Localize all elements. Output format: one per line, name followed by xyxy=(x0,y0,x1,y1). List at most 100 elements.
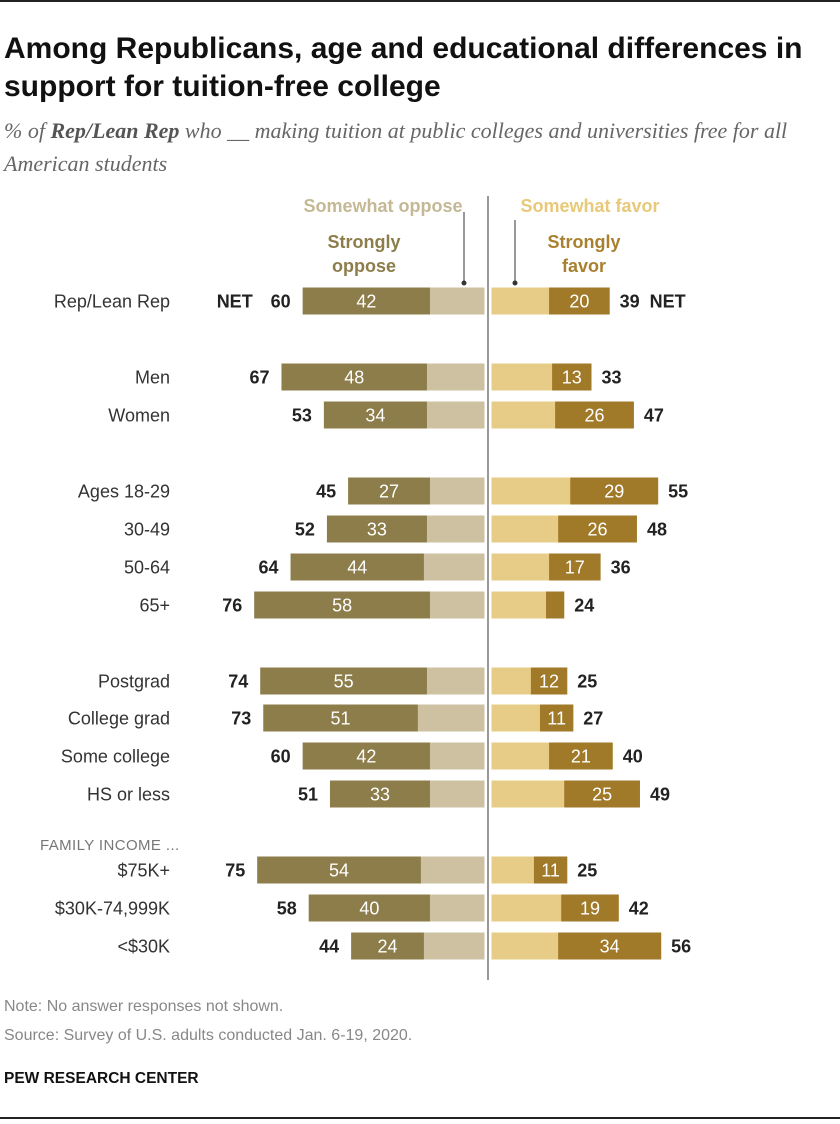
legend: Somewhat oppose Somewhat favor Strongly … xyxy=(303,196,660,286)
net-oppose-value: 73 xyxy=(231,709,251,729)
legend-strongly-favor-line1: Strongly xyxy=(547,232,620,252)
strongly-oppose-value: 33 xyxy=(370,785,390,805)
row-label: Men xyxy=(135,368,170,388)
bar-row: Women 34 26 53 47 xyxy=(108,401,664,429)
net-oppose-value: 52 xyxy=(295,520,315,540)
strongly-favor-bar xyxy=(549,287,610,315)
strongly-oppose-bar xyxy=(254,591,430,619)
bar-row: $30K-74,999K 40 19 58 42 xyxy=(55,894,649,922)
strongly-favor-bar xyxy=(564,780,640,808)
row-label: 50-64 xyxy=(124,558,170,578)
bar-row: Ages 18-29 27 29 45 55 xyxy=(78,477,688,505)
strongly-oppose-bar xyxy=(260,667,427,695)
chart-source: Source: Survey of U.S. adults conducted … xyxy=(4,1027,413,1044)
strongly-oppose-bar xyxy=(281,363,427,391)
net-oppose-value: 44 xyxy=(319,937,339,957)
net-oppose-value: 53 xyxy=(292,406,312,426)
chart-subtitle: % of Rep/Lean Rep who __ making tuition … xyxy=(4,114,834,180)
net-favor-value: 49 xyxy=(650,785,670,805)
strongly-favor-bar xyxy=(533,856,568,884)
row-label: College grad xyxy=(68,709,170,729)
net-favor-value: 25 xyxy=(577,672,597,692)
net-favor-value: 25 xyxy=(577,861,597,881)
strongly-oppose-bar xyxy=(302,742,430,770)
strongly-favor-value: 11 xyxy=(541,861,560,881)
strongly-favor-value: 20 xyxy=(569,292,589,312)
strongly-favor-value: 25 xyxy=(592,785,612,805)
chart-note: Note: No answer responses not shown. xyxy=(4,998,284,1015)
net-oppose-value: 76 xyxy=(222,596,242,616)
row-label: $30K-74,999K xyxy=(55,899,170,919)
legend-strongly-oppose-line1: Strongly xyxy=(327,232,400,252)
subtitle-pre: % of xyxy=(4,118,51,143)
net-favor-value: 40 xyxy=(623,747,643,767)
strongly-oppose-value: 40 xyxy=(359,899,379,919)
strongly-favor-value: 29 xyxy=(604,482,624,502)
row-label: 65+ xyxy=(139,596,170,616)
net-oppose-value: 67 xyxy=(249,368,269,388)
strongly-favor-value: 13 xyxy=(562,368,582,388)
bar-row: Rep/Lean Rep 42 20 60 39 NET NET xyxy=(54,287,686,315)
legend-leader-favor-dot xyxy=(512,280,518,286)
bar-row: <$30K 24 34 44 56 xyxy=(117,932,691,960)
legend-leader-oppose-dot xyxy=(461,280,467,286)
strongly-oppose-bar xyxy=(290,553,424,581)
row-label: <$30K xyxy=(117,937,170,957)
net-favor-value: 27 xyxy=(583,709,603,729)
strongly-favor-value: 17 xyxy=(565,558,585,578)
net-oppose-value: 58 xyxy=(277,899,297,919)
strongly-favor-value: 12 xyxy=(539,672,559,692)
strongly-oppose-value: 58 xyxy=(332,596,352,616)
strongly-oppose-bar xyxy=(308,894,430,922)
strongly-favor-bar xyxy=(561,894,619,922)
strongly-oppose-value: 34 xyxy=(365,406,385,426)
strongly-favor-value: 26 xyxy=(588,520,608,540)
bar-rows: Rep/Lean Rep 42 20 60 39 NET NET Men 48 13 67 33 Wom… xyxy=(54,287,691,960)
net-oppose-value: 60 xyxy=(271,747,291,767)
legend-strongly-favor-line2: favor xyxy=(562,256,606,276)
strongly-oppose-bar xyxy=(351,932,424,960)
strongly-favor-bar xyxy=(558,515,637,543)
row-label: Postgrad xyxy=(98,672,170,692)
legend-strongly-oppose-line2: oppose xyxy=(332,256,396,276)
strongly-favor-bar xyxy=(549,553,601,581)
strongly-oppose-bar xyxy=(326,515,427,543)
strongly-favor-bar xyxy=(570,477,659,505)
strongly-favor-bar xyxy=(555,401,634,429)
strongly-oppose-bar xyxy=(348,477,430,505)
strongly-oppose-bar xyxy=(323,401,427,429)
top-rule xyxy=(0,0,840,2)
bar-row: 50-64 44 17 64 36 xyxy=(124,553,631,581)
group-label-family-income: FAMILY INCOME ... xyxy=(40,837,180,854)
net-favor-value: 48 xyxy=(647,520,667,540)
net-oppose-value: 64 xyxy=(259,558,279,578)
strongly-favor-bar xyxy=(539,704,574,732)
bar-row: Men 48 13 67 33 xyxy=(135,363,622,391)
strongly-favor-value: 21 xyxy=(571,747,591,767)
row-label: Some college xyxy=(61,747,170,767)
row-label: Ages 18-29 xyxy=(78,482,170,502)
row-label: Rep/Lean Rep xyxy=(54,292,170,312)
strongly-favor-bar xyxy=(552,363,592,391)
subtitle-bold: Rep/Lean Rep xyxy=(50,118,180,143)
bottom-rule xyxy=(0,1117,840,1119)
strongly-oppose-value: 55 xyxy=(334,672,354,692)
strongly-oppose-value: 42 xyxy=(356,747,376,767)
strongly-oppose-value: 27 xyxy=(379,482,399,502)
strongly-oppose-value: 24 xyxy=(378,937,398,957)
legend-somewhat-oppose: Somewhat oppose xyxy=(303,196,462,216)
net-favor-value: 33 xyxy=(601,368,621,388)
bar-row: 65+ 58 76 24 xyxy=(139,591,594,619)
row-label: 30-49 xyxy=(124,520,170,540)
brand-footer: PEW RESEARCH CENTER xyxy=(4,1070,199,1087)
strongly-favor-bar xyxy=(546,591,565,619)
strongly-favor-value: 26 xyxy=(585,406,605,426)
strongly-oppose-value: 51 xyxy=(331,709,351,729)
subtitle-post: who __ making tuition at public colleges… xyxy=(4,118,788,176)
strongly-oppose-bar xyxy=(263,704,418,732)
net-favor-value: 55 xyxy=(668,482,688,502)
bar-row: 30-49 33 26 52 48 xyxy=(124,515,667,543)
strongly-oppose-value: 48 xyxy=(344,368,364,388)
net-oppose-value: 75 xyxy=(225,861,245,881)
